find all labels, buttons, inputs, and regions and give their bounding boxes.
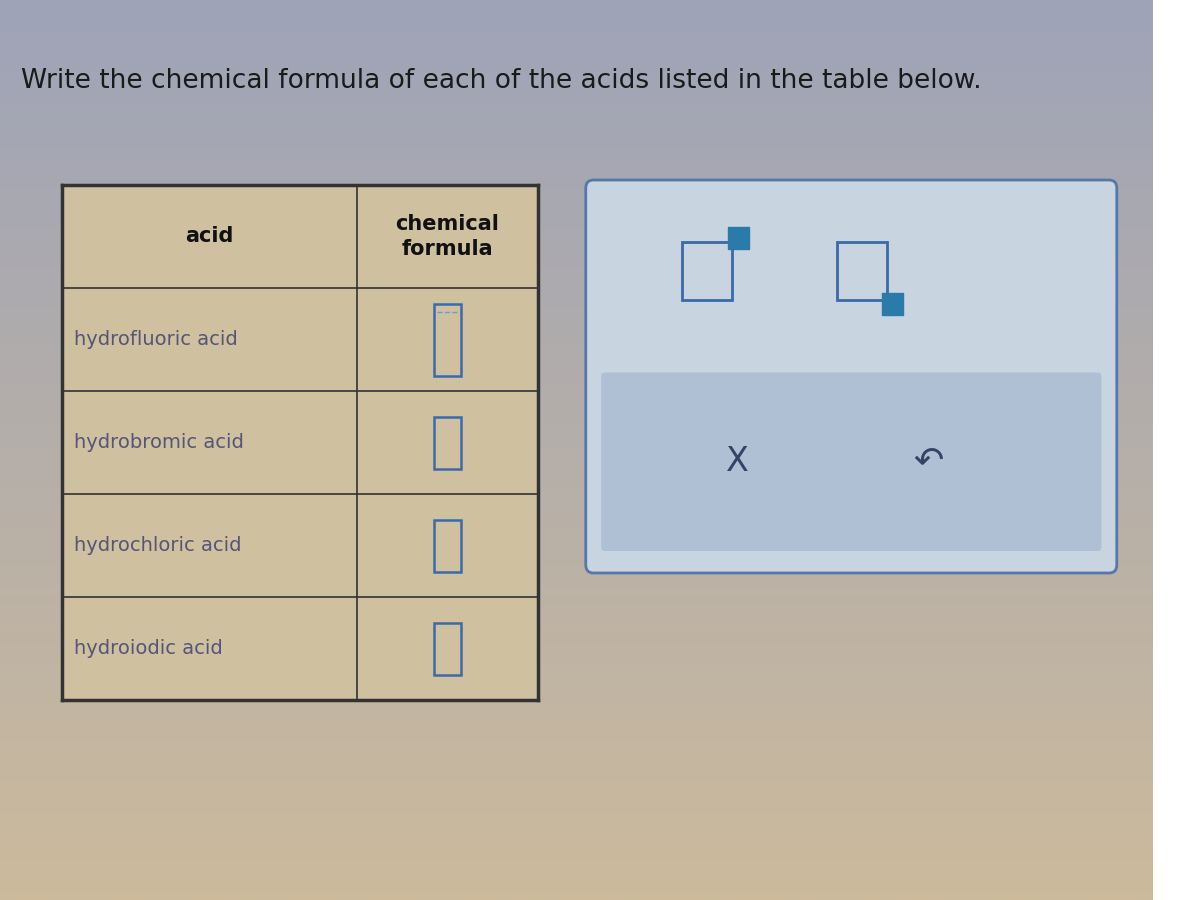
Bar [434,623,461,674]
Bar [434,417,461,469]
Bar [727,227,749,248]
Text: hydrochloric acid: hydrochloric acid [74,536,241,555]
Bar [836,242,887,300]
Bar [882,293,904,315]
Text: acid: acid [186,227,234,247]
Text: hydrofluoric acid: hydrofluoric acid [74,330,238,349]
Bar [682,242,732,300]
Text: hydrobromic acid: hydrobromic acid [74,433,244,452]
Bar [434,303,461,375]
Text: X: X [726,446,749,478]
Bar [62,185,538,700]
Bar [434,519,461,572]
FancyBboxPatch shape [586,180,1117,573]
Text: hydroiodic acid: hydroiodic acid [74,639,223,658]
Text: Write the chemical formula of each of the acids listed in the table below.: Write the chemical formula of each of th… [22,68,982,94]
Text: ↶: ↶ [913,445,943,479]
Text: chemical
formula: chemical formula [396,214,499,259]
FancyBboxPatch shape [601,373,1102,551]
